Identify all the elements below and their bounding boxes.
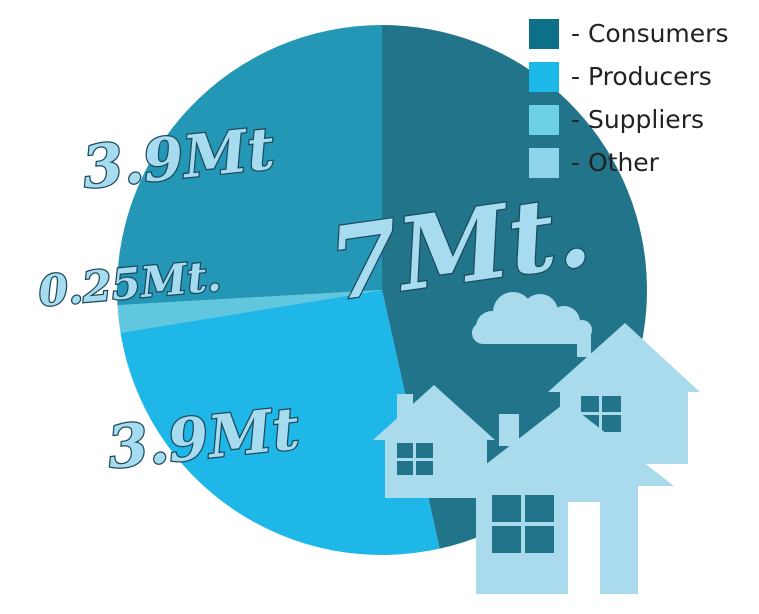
legend-swatch — [529, 147, 559, 178]
house-icon — [458, 402, 674, 594]
pie-slice-suppliers — [117, 290, 382, 333]
pie-slice-producers — [120, 290, 440, 555]
legend: - Consumers - Producers - Suppliers - Ot… — [529, 12, 728, 184]
legend-swatch — [529, 104, 559, 135]
legend-label: - Other — [571, 148, 659, 177]
houses-group — [373, 323, 700, 594]
legend-label: - Consumers — [571, 19, 729, 48]
pie-slice-other — [117, 25, 382, 306]
legend-label: - Producers — [571, 62, 712, 91]
legend-item-consumers: - Consumers — [529, 12, 728, 55]
legend-swatch — [529, 61, 559, 92]
legend-item-suppliers: - Suppliers — [529, 98, 728, 141]
legend-item-producers: - Producers — [529, 55, 728, 98]
legend-swatch — [529, 18, 559, 49]
house-icon — [373, 385, 495, 498]
legend-item-other: - Other — [529, 141, 728, 184]
legend-label: - Suppliers — [571, 105, 704, 134]
